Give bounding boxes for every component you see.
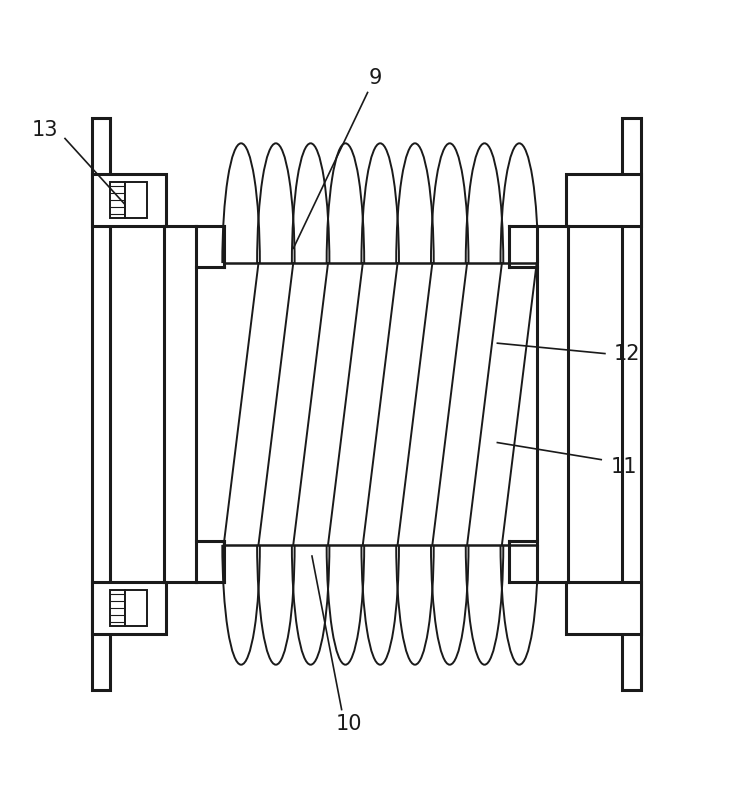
Text: 12: 12 <box>614 343 640 364</box>
Text: 10: 10 <box>336 714 362 734</box>
Bar <box>92 119 110 689</box>
Text: 11: 11 <box>610 457 637 477</box>
Bar <box>110 183 125 218</box>
Text: 13: 13 <box>32 120 58 140</box>
Bar <box>110 590 125 625</box>
Bar <box>566 174 640 226</box>
Bar <box>125 590 147 625</box>
Bar <box>92 582 166 634</box>
Bar <box>125 183 147 218</box>
Text: 9: 9 <box>368 68 382 87</box>
Bar <box>92 174 166 226</box>
Bar <box>622 119 640 689</box>
Bar <box>566 582 640 634</box>
